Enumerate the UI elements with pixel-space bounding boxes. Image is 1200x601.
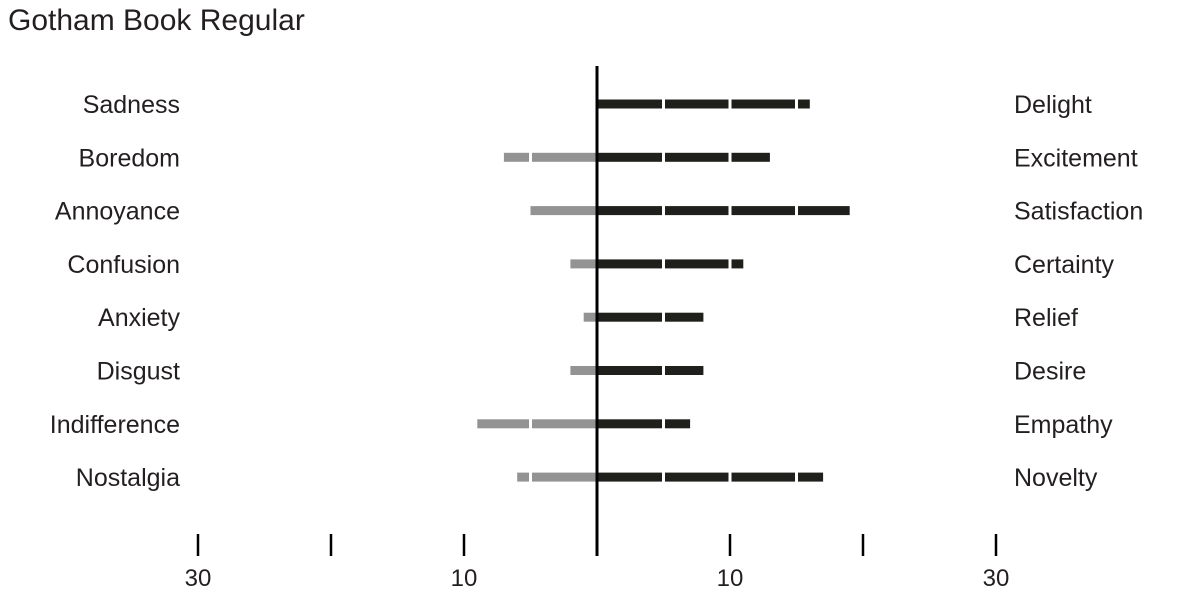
right-label: Empathy [1014,411,1113,439]
bar-segment [665,419,691,429]
bar-negative [530,206,597,216]
bar-segment [665,366,704,375]
bar-segment [530,206,597,216]
right-label: Desire [1014,358,1086,386]
right-label: Certainty [1014,251,1115,279]
bar-segment [665,472,729,482]
bar-segment [583,312,597,322]
bar-negative [517,472,597,482]
bar-segment [517,472,529,482]
bar-segment [570,259,597,269]
bar-segment [731,259,744,269]
bar-segment [798,206,850,216]
bar-segment [731,99,795,109]
bar-segment [532,419,597,429]
bar-segment [597,206,662,216]
right-label: Novelty [1014,464,1098,492]
bar-positive [597,259,744,269]
bar-segment [597,472,662,482]
left-label: Indifference [50,411,180,439]
bar-segment [597,259,662,269]
bar-negative [570,259,597,269]
x-tick-label: 10 [451,565,478,592]
bar-segment [503,152,529,162]
bar-segment [597,152,662,162]
bar-positive [597,312,704,322]
bar-segment [665,206,729,216]
bar-positive [597,419,691,429]
left-label: Annoyance [55,198,180,226]
bar-negative [570,366,597,375]
bar-segment [731,472,795,482]
bar-segment [665,312,704,322]
bar-negative [503,152,597,162]
bar-segment [731,206,795,216]
bar-segment [597,366,662,375]
bar-negative [477,419,597,429]
left-category-labels: Sadness Boredom Annoyance Confusion Anxiety D… [50,91,181,492]
bar-segment [477,419,529,429]
right-label: Delight [1014,91,1092,119]
bar-segment [798,99,810,109]
right-label: Excitement [1014,144,1138,172]
bar-segment [665,259,729,269]
bar-segment [597,419,662,429]
bar-negative [583,312,597,322]
bar-positive [597,206,850,216]
bar-segment [597,99,662,109]
left-label: Disgust [97,358,180,386]
x-tick-label: 30 [185,565,212,592]
left-label: Anxiety [98,304,180,332]
right-category-labels: Delight Excitement Satisfaction Certainty Re… [1014,91,1143,492]
bar-segment [532,152,597,162]
left-label: Sadness [83,91,180,119]
bar-segment [570,366,597,375]
bar-segment [597,312,662,322]
bars [477,99,850,482]
x-tick-label: 30 [983,565,1010,592]
bar-positive [597,472,824,482]
bar-segment [532,472,597,482]
bar-segment [665,99,729,109]
left-label: Confusion [67,251,180,279]
bar-positive [597,99,810,109]
bar-segment [798,472,824,482]
bar-positive [597,366,704,375]
right-label: Relief [1014,304,1078,332]
left-label: Boredom [79,144,180,172]
left-label: Nostalgia [76,464,180,492]
x-tick-label: 10 [717,565,744,592]
right-label: Satisfaction [1014,198,1143,226]
bar-positive [597,152,770,162]
bar-segment [665,152,729,162]
bar-segment [731,152,770,162]
x-axis-ticks: 30 10 10 30 [185,534,1010,592]
chart-title: Gotham Book Regular [8,4,305,37]
